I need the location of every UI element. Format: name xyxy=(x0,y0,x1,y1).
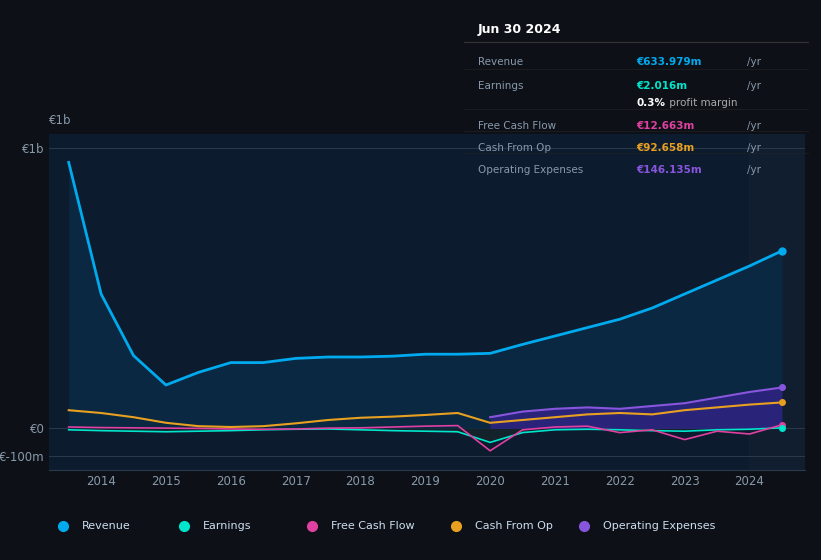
Text: Free Cash Flow: Free Cash Flow xyxy=(478,120,556,130)
Text: Cash From Op: Cash From Op xyxy=(475,521,553,531)
Text: Operating Expenses: Operating Expenses xyxy=(603,521,715,531)
Bar xyxy=(750,134,805,470)
Text: Earnings: Earnings xyxy=(478,81,523,91)
Text: Jun 30 2024: Jun 30 2024 xyxy=(478,23,562,36)
Text: €633.979m: €633.979m xyxy=(636,58,702,67)
Text: /yr: /yr xyxy=(746,165,760,175)
Text: €146.135m: €146.135m xyxy=(636,165,702,175)
Text: /yr: /yr xyxy=(746,58,760,67)
Text: €2.016m: €2.016m xyxy=(636,81,687,91)
Text: Cash From Op: Cash From Op xyxy=(478,143,551,153)
Text: Operating Expenses: Operating Expenses xyxy=(478,165,583,175)
Text: /yr: /yr xyxy=(746,143,760,153)
Text: Earnings: Earnings xyxy=(203,521,251,531)
Text: Free Cash Flow: Free Cash Flow xyxy=(331,521,415,531)
Text: /yr: /yr xyxy=(746,120,760,130)
Text: €12.663m: €12.663m xyxy=(636,120,695,130)
Text: 0.3%: 0.3% xyxy=(636,99,665,109)
Text: Revenue: Revenue xyxy=(82,521,131,531)
Text: /yr: /yr xyxy=(746,81,760,91)
Text: €92.658m: €92.658m xyxy=(636,143,695,153)
Text: €1b: €1b xyxy=(49,114,71,127)
Text: profit margin: profit margin xyxy=(666,99,737,109)
Text: Revenue: Revenue xyxy=(478,58,523,67)
